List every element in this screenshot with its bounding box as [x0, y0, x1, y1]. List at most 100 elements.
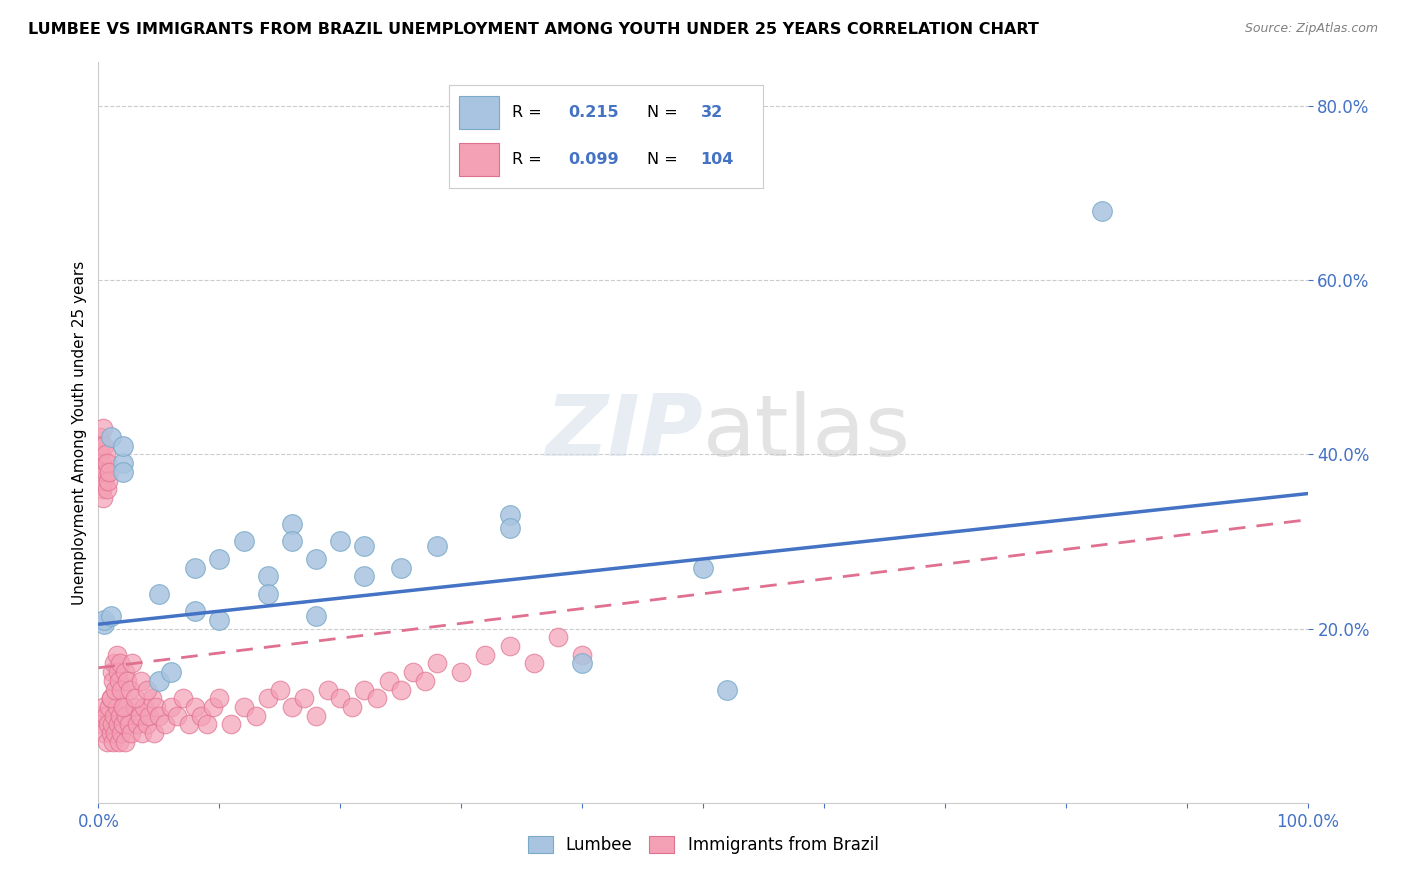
Point — [353, 539, 375, 553]
Point — [256, 569, 278, 583]
Point — [124, 691, 146, 706]
Point — [692, 560, 714, 574]
Point — [148, 708, 170, 723]
Point — [221, 717, 243, 731]
Point — [353, 569, 375, 583]
Point — [94, 465, 117, 479]
Point — [426, 657, 449, 671]
Point — [716, 682, 738, 697]
Point — [94, 447, 117, 461]
Point — [100, 726, 122, 740]
Point — [101, 735, 124, 749]
Point — [91, 717, 114, 731]
Point — [105, 700, 128, 714]
Point — [145, 700, 167, 714]
Point — [571, 648, 593, 662]
Point — [96, 482, 118, 496]
Y-axis label: Unemployment Among Youth under 25 years: Unemployment Among Youth under 25 years — [72, 260, 87, 605]
Point — [97, 717, 120, 731]
Point — [91, 482, 114, 496]
Point — [91, 700, 114, 714]
Point — [93, 613, 115, 627]
Point — [1091, 203, 1114, 218]
Point — [184, 700, 207, 714]
Point — [160, 700, 183, 714]
Point — [498, 521, 520, 535]
Point — [329, 534, 352, 549]
Point — [89, 430, 111, 444]
Point — [100, 608, 122, 623]
Point — [138, 708, 160, 723]
Point — [107, 665, 129, 680]
Point — [426, 539, 449, 553]
Point — [103, 657, 125, 671]
Point — [474, 648, 496, 662]
Point — [523, 657, 546, 671]
Point — [127, 717, 149, 731]
Point — [389, 682, 412, 697]
Point — [184, 560, 207, 574]
Point — [124, 700, 146, 714]
Point — [100, 430, 122, 444]
Point — [90, 465, 112, 479]
Point — [111, 717, 134, 731]
Point — [96, 735, 118, 749]
Point — [402, 665, 425, 680]
Point — [305, 708, 328, 723]
Point — [571, 657, 593, 671]
Point — [108, 657, 131, 671]
Point — [389, 560, 412, 574]
Point — [377, 673, 399, 688]
Point — [97, 474, 120, 488]
Point — [269, 682, 291, 697]
Point — [110, 682, 132, 697]
Point — [329, 691, 352, 706]
Point — [105, 648, 128, 662]
Point — [208, 691, 231, 706]
Point — [353, 682, 375, 697]
Point — [91, 421, 114, 435]
Point — [172, 691, 194, 706]
Point — [141, 691, 163, 706]
Point — [90, 439, 112, 453]
Text: Source: ZipAtlas.com: Source: ZipAtlas.com — [1244, 22, 1378, 36]
Legend: Lumbee, Immigrants from Brazil: Lumbee, Immigrants from Brazil — [520, 830, 886, 861]
Point — [292, 691, 315, 706]
Point — [108, 708, 131, 723]
Point — [110, 726, 132, 740]
Point — [342, 700, 364, 714]
Point — [413, 673, 436, 688]
Point — [450, 665, 472, 680]
Point — [232, 700, 254, 714]
Point — [160, 665, 183, 680]
Point — [91, 491, 114, 505]
Point — [111, 465, 134, 479]
Point — [135, 682, 157, 697]
Point — [129, 673, 152, 688]
Point — [98, 700, 121, 714]
Point — [153, 717, 176, 731]
Point — [100, 691, 122, 706]
Point — [128, 708, 150, 723]
Point — [96, 456, 118, 470]
Point — [316, 682, 339, 697]
Point — [184, 604, 207, 618]
Point — [107, 717, 129, 731]
Point — [281, 700, 304, 714]
Point — [208, 613, 231, 627]
Point — [498, 639, 520, 653]
Point — [93, 617, 115, 632]
Point — [245, 708, 267, 723]
Point — [166, 708, 188, 723]
Point — [281, 517, 304, 532]
Point — [111, 700, 134, 714]
Point — [148, 587, 170, 601]
Point — [101, 673, 124, 688]
Point — [112, 700, 135, 714]
Point — [108, 673, 131, 688]
Point — [190, 708, 212, 723]
Point — [281, 534, 304, 549]
Point — [108, 735, 131, 749]
Point — [202, 700, 225, 714]
Point — [114, 735, 136, 749]
